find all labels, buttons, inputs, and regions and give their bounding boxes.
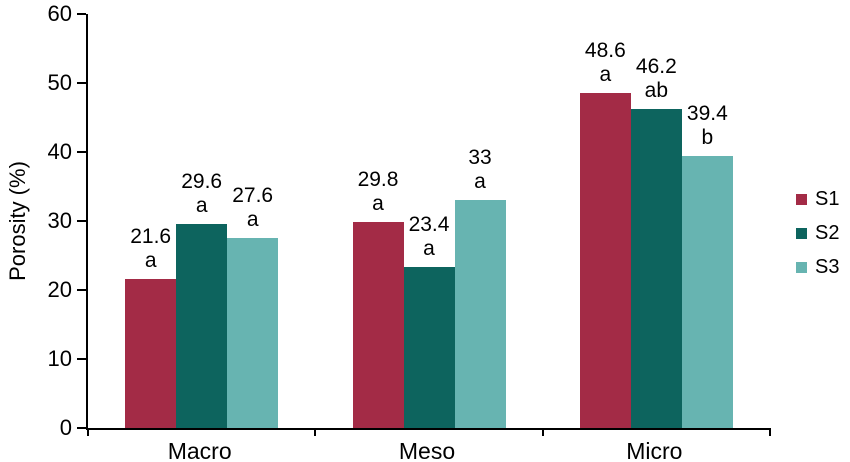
- value-label: 46.2: [635, 55, 677, 79]
- value-label-block: 21.6 a: [106, 225, 196, 273]
- value-label: 48.6: [584, 38, 626, 62]
- x-category-label: Macro: [167, 438, 232, 462]
- x-category-label: Meso: [398, 438, 456, 462]
- sig-letter-label: a: [423, 236, 435, 260]
- bar-s1-macro: [125, 278, 177, 428]
- bar-s2-micro: [630, 109, 682, 428]
- bar-s3-macro: [227, 237, 279, 428]
- sig-letter-label: a: [195, 193, 208, 217]
- value-label: 23.4: [408, 212, 450, 236]
- y-tick-label: 40: [47, 139, 72, 164]
- value-label-block: 46.2 ab: [611, 55, 701, 103]
- bar-s2-macro: [176, 223, 228, 428]
- legend-item-s3: S3: [796, 256, 839, 278]
- value-label-block: 33 a: [435, 146, 525, 194]
- plot-area: 21.6 a 29.6 a 27.6 a 29.8 a 23.4 a 33 a 48.6 a 46.2 ab 3…: [86, 14, 771, 436]
- legend-label: S3: [815, 256, 840, 278]
- bar-s3-micro: [681, 156, 733, 428]
- bar-s2-meso: [403, 266, 455, 428]
- y-tick-mark: [77, 151, 86, 153]
- x-category-label: Micro: [626, 438, 683, 462]
- value-label-block: 29.6 a: [157, 170, 247, 218]
- value-label: 39.4: [686, 102, 728, 126]
- y-tick-label: 20: [47, 277, 72, 302]
- sig-letter-label: a: [246, 207, 259, 231]
- x-tick-mark: [87, 428, 89, 436]
- y-tick-mark: [77, 220, 86, 222]
- sig-letter-label: a: [144, 248, 157, 272]
- value-label: 29.6: [181, 169, 223, 193]
- value-label-block: 27.6 a: [208, 184, 298, 232]
- value-label-block: 39.4 b: [662, 102, 752, 150]
- sig-letter-label: a: [599, 62, 612, 86]
- bar-s1-micro: [579, 92, 631, 428]
- legend-swatch-icon: [796, 227, 807, 239]
- y-tick-label: 0: [59, 415, 72, 440]
- sig-letter-label: a: [474, 170, 486, 194]
- sig-letter-label: ab: [644, 79, 668, 103]
- value-label-block: 23.4 a: [384, 213, 474, 261]
- value-label-block: 48.6 a: [560, 39, 650, 87]
- sig-letter-label: a: [372, 192, 384, 216]
- legend-label: S2: [815, 222, 840, 244]
- value-label: 33: [468, 146, 492, 170]
- legend-item-s1: S1: [796, 188, 839, 210]
- legend-swatch-icon: [796, 193, 807, 205]
- bar-s3-meso: [454, 200, 506, 428]
- y-tick-label: 10: [47, 346, 72, 371]
- value-label: 21.6: [130, 224, 172, 248]
- y-tick-mark: [77, 13, 86, 15]
- y-tick-label: 50: [47, 70, 72, 95]
- legend: S1 S2 S3: [796, 188, 839, 290]
- y-tick-mark: [77, 82, 86, 84]
- y-tick-label: 60: [47, 1, 72, 26]
- x-tick-mark: [541, 428, 544, 436]
- legend-swatch-icon: [796, 261, 807, 273]
- y-tick-label: 30: [47, 208, 72, 233]
- y-tick-mark: [77, 289, 86, 291]
- value-label-block: 29.8 a: [333, 168, 423, 216]
- value-label: 29.8: [357, 168, 399, 192]
- sig-letter-label: b: [701, 126, 714, 150]
- x-tick-mark: [769, 428, 771, 436]
- y-tick-mark: [77, 427, 86, 429]
- value-label: 27.6: [232, 183, 274, 207]
- legend-item-s2: S2: [796, 222, 839, 244]
- bar-s1-meso: [352, 222, 404, 428]
- x-tick-mark: [314, 428, 317, 436]
- legend-label: S1: [815, 188, 840, 210]
- y-tick-mark: [77, 358, 86, 360]
